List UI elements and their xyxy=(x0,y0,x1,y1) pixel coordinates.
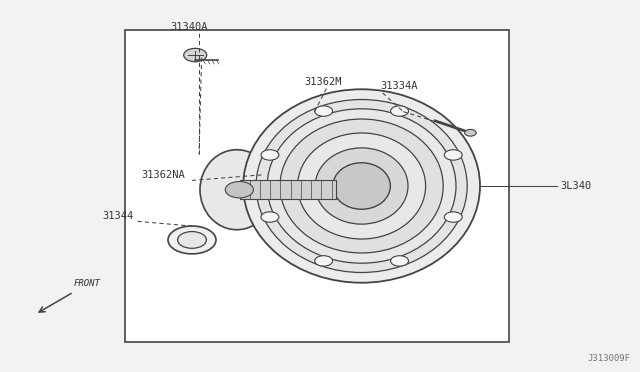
Circle shape xyxy=(465,129,476,136)
Text: 3L340: 3L340 xyxy=(560,181,591,191)
Ellipse shape xyxy=(333,163,390,209)
Circle shape xyxy=(261,212,279,222)
Bar xyxy=(240,180,336,199)
Circle shape xyxy=(390,106,408,116)
Ellipse shape xyxy=(177,231,206,248)
Ellipse shape xyxy=(243,89,480,283)
Text: 31362NA: 31362NA xyxy=(141,170,185,180)
Circle shape xyxy=(444,150,462,160)
Ellipse shape xyxy=(168,226,216,254)
Ellipse shape xyxy=(268,109,456,263)
Ellipse shape xyxy=(280,119,443,253)
Circle shape xyxy=(390,256,408,266)
Circle shape xyxy=(225,182,253,198)
Bar xyxy=(125,30,509,342)
Ellipse shape xyxy=(315,148,408,224)
Ellipse shape xyxy=(298,133,426,239)
Text: FRONT: FRONT xyxy=(74,279,100,288)
Circle shape xyxy=(184,48,207,62)
Circle shape xyxy=(315,106,333,116)
Text: 31344: 31344 xyxy=(103,211,134,221)
Text: J313009F: J313009F xyxy=(588,354,630,363)
Circle shape xyxy=(444,212,462,222)
Circle shape xyxy=(315,256,333,266)
Circle shape xyxy=(261,150,279,160)
Ellipse shape xyxy=(256,99,467,272)
Text: 31362M: 31362M xyxy=(305,77,342,87)
Text: 31334A: 31334A xyxy=(381,81,419,91)
Ellipse shape xyxy=(200,150,274,230)
Text: 31340A: 31340A xyxy=(170,22,207,32)
